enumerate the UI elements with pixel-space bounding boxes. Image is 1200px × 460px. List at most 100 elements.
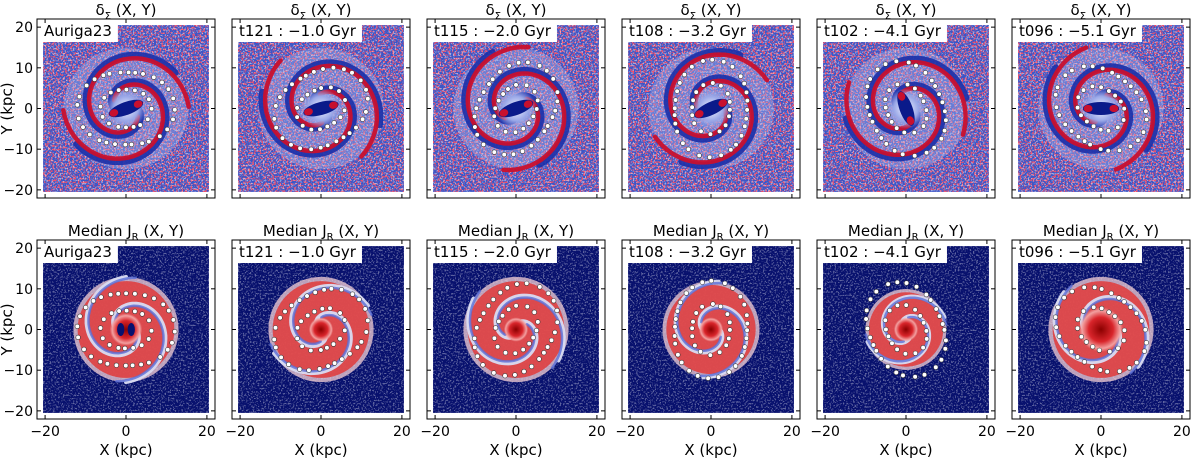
- ring-marker: [864, 83, 871, 89]
- ring-marker: [365, 96, 371, 102]
- ring-marker: [363, 329, 369, 335]
- ring-marker: [885, 363, 891, 370]
- ring-marker: [878, 135, 884, 141]
- ring-marker: [544, 68, 550, 74]
- ring-marker: [921, 372, 928, 378]
- ring-marker: [933, 306, 939, 312]
- x-tick-label: 20: [978, 424, 996, 440]
- ring-marker: [481, 310, 487, 316]
- ring-marker: [106, 342, 113, 348]
- ring-marker: [738, 73, 744, 79]
- ring-marker: [115, 124, 121, 130]
- ring-marker: [708, 278, 714, 284]
- ring-marker: [146, 317, 152, 324]
- ring-marker: [1075, 94, 1081, 100]
- ring-marker: [683, 290, 689, 296]
- ring-marker: [300, 123, 306, 129]
- ring-marker: [672, 112, 678, 118]
- ring-marker: [923, 107, 930, 113]
- bar-feature: [108, 99, 144, 118]
- ring-marker: [901, 129, 907, 136]
- ring-marker: [693, 89, 699, 95]
- ring-marker: [1099, 305, 1105, 312]
- ring-marker: [545, 290, 551, 296]
- ring-marker: [728, 147, 734, 153]
- ring-marker: [938, 357, 945, 363]
- ring-marker: [513, 82, 519, 88]
- ring-marker: [358, 77, 364, 83]
- snapshot-label: Auriga23: [44, 243, 112, 261]
- ring-marker: [744, 97, 750, 104]
- ring-marker: [883, 104, 889, 111]
- ring-marker: [74, 323, 80, 330]
- ring-marker: [550, 76, 556, 82]
- ring-marker: [554, 98, 560, 104]
- ring-marker: [883, 326, 889, 333]
- ring-marker: [170, 317, 176, 323]
- panel-title: Median JR (X, Y): [1043, 222, 1159, 243]
- ring-marker: [1053, 324, 1059, 330]
- ring-marker: [497, 69, 503, 75]
- ring-marker: [333, 138, 339, 144]
- ring-marker: [1143, 108, 1149, 114]
- ring-marker: [308, 127, 314, 133]
- ring-marker: [172, 329, 178, 335]
- ring-marker: [501, 152, 507, 158]
- x-tick-label: 20: [1173, 424, 1191, 440]
- ring-marker: [1104, 369, 1110, 375]
- ring-marker: [1107, 349, 1113, 355]
- ring-marker: [672, 120, 678, 127]
- ring-marker: [938, 136, 945, 142]
- ring-marker: [892, 148, 898, 154]
- ring-marker: [130, 362, 136, 369]
- ring-marker: [531, 89, 538, 95]
- ring-marker: [481, 89, 487, 95]
- ring-marker: [873, 289, 879, 295]
- ring-marker: [1139, 318, 1145, 324]
- ring-marker: [548, 337, 555, 343]
- ring-marker: [1074, 104, 1081, 111]
- ring-marker: [294, 114, 300, 120]
- ring-marker: [337, 336, 343, 342]
- ring-marker: [140, 71, 146, 77]
- ring-marker: [308, 146, 314, 152]
- ring-marker: [727, 99, 733, 105]
- ring-marker: [674, 308, 681, 314]
- ring-marker: [474, 353, 481, 359]
- ring-marker: [1134, 360, 1140, 366]
- x-axis-label: X (kpc): [1074, 441, 1127, 459]
- ring-marker: [743, 116, 749, 122]
- ring-marker: [942, 346, 948, 352]
- ring-marker: [526, 341, 532, 347]
- ring-marker: [103, 139, 109, 146]
- ring-marker: [943, 337, 949, 344]
- ring-marker: [327, 305, 333, 311]
- ring-marker: [690, 319, 696, 325]
- panel-title: Median JR (X, Y): [263, 222, 379, 243]
- ring-marker: [491, 370, 497, 376]
- heatmap-image: [37, 19, 215, 198]
- ring-marker: [122, 142, 128, 148]
- ring-marker: [1138, 96, 1145, 102]
- ring-marker: [311, 309, 318, 315]
- ring-marker: [911, 130, 917, 136]
- ring-marker: [928, 297, 934, 303]
- ring-marker: [942, 108, 948, 114]
- ring-marker: [172, 107, 178, 113]
- ring-marker: [904, 81, 911, 88]
- ring-marker: [354, 344, 360, 350]
- ring-marker: [312, 289, 318, 296]
- ring-marker: [1121, 327, 1127, 333]
- ring-marker: [744, 320, 750, 327]
- ring-marker: [528, 363, 535, 370]
- y-tick-label: 10: [15, 282, 33, 298]
- ring-marker: [299, 343, 305, 349]
- ring-marker: [297, 75, 304, 82]
- ring-marker: [138, 361, 144, 368]
- ring-marker: [341, 66, 347, 72]
- ring-marker: [931, 145, 937, 151]
- ring-marker: [116, 87, 122, 93]
- ring-marker: [123, 290, 129, 297]
- ring-marker: [710, 301, 716, 307]
